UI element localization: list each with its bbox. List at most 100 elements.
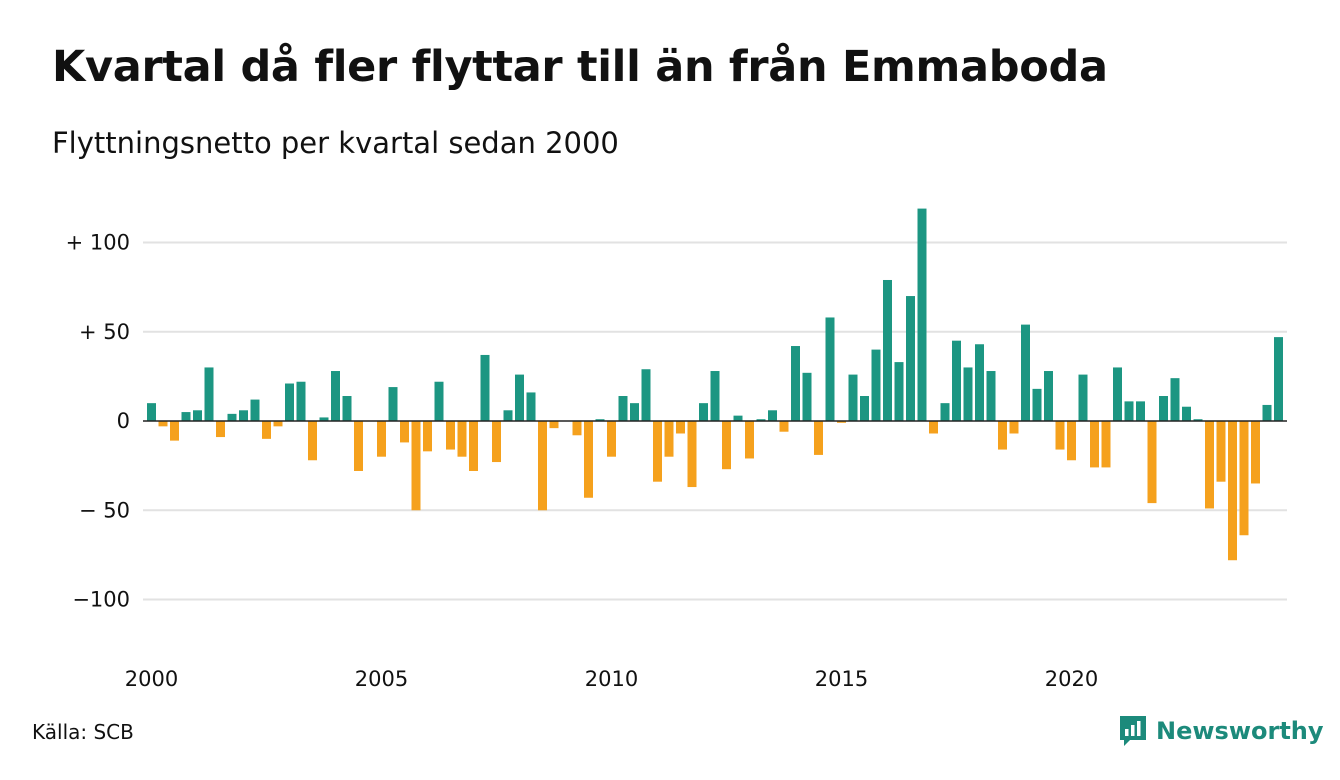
bar: 2008 K3: -50: [538, 421, 547, 511]
bar: 2017 K1: -7: [929, 421, 938, 434]
x-tick-label: 2010: [585, 667, 638, 691]
bar: 2002 K4: -3: [273, 421, 283, 427]
bar: 2023 K2: -34: [1216, 421, 1226, 482]
bar: 2010 K1: -20: [607, 421, 616, 457]
bar: 2003 K3: -22: [308, 421, 317, 461]
bar-chart: 2000 K1: 102000 K2: -32000 K3: -112000 K…: [66, 208, 1287, 691]
bar: 2005 K1: -20: [377, 421, 386, 457]
bar: 2007 K3: -23: [492, 421, 501, 463]
bar: 2022 K3: 8: [1182, 406, 1191, 421]
brand-logo[interactable]: Newsworthy: [1118, 714, 1324, 748]
gridlines: [143, 241, 1287, 601]
chart-bubble-icon: [1120, 716, 1146, 746]
bar: 2016 K2: 33: [894, 362, 904, 421]
x-tick-label: 2000: [125, 667, 178, 691]
bar: 2005 K2: 19: [388, 387, 398, 421]
x-tick-label: 2005: [355, 667, 408, 691]
bar: 2021 K3: 11: [1136, 401, 1145, 421]
bar: 2005 K4: -50: [411, 421, 421, 511]
chart-subtitle: Flyttningsnetto per kvartal sedan 2000: [52, 126, 619, 160]
bar: 2003 K4: 2: [319, 417, 329, 421]
bar: 2008 K1: 26: [515, 374, 524, 421]
bar: 2001 K4: 4: [227, 413, 237, 421]
bar: 2019 K2: 18: [1032, 388, 1042, 421]
chart-title: Kvartal då fler flyttar till än från Emm…: [52, 42, 1108, 92]
bar: 2014 K2: 27: [802, 372, 812, 422]
axes: + 100 + 50 0 − 50 −100 2000 2005 2010 2015 2020: [66, 231, 1287, 691]
bar: 2009 K4: 1: [595, 419, 605, 421]
y-tick-label: + 50: [79, 320, 130, 344]
bar: 2006 K4: -20: [457, 421, 467, 457]
bar: 2020 K1: -22: [1067, 421, 1076, 461]
bar: 2001 K2: 30: [204, 367, 214, 421]
bar: 2017 K2: 10: [940, 403, 950, 421]
bar: 2003 K2: 22: [296, 381, 306, 421]
bar: 2011 K4: -37: [687, 421, 697, 488]
bar: 2006 K3: -16: [446, 421, 455, 450]
bar: 2013 K3: 6: [768, 410, 777, 421]
bar: 2002 K1: 6: [239, 410, 248, 421]
bar: 2018 K2: 28: [986, 371, 996, 421]
y-tick-label: − 50: [79, 498, 130, 522]
bars: 2000 K1: 102000 K2: -32000 K3: -112000 K…: [147, 208, 1283, 561]
bar: 2015 K1: -1: [837, 421, 846, 423]
bar: 2004 K1: 28: [331, 371, 340, 421]
bar: 2009 K3: -43: [584, 421, 593, 498]
bar: 2020 K3: -26: [1090, 421, 1099, 468]
bar: 2010 K2: 14: [618, 396, 628, 421]
bar: 2001 K3: -9: [216, 421, 225, 438]
bar: 2021 K4: -46: [1147, 421, 1157, 504]
bar: 2005 K3: -12: [400, 421, 409, 443]
bar: 2013 K4: -6: [779, 421, 789, 432]
bar: 2004 K2: 14: [342, 396, 352, 421]
bar: 2006 K2: 22: [434, 381, 444, 421]
bar: 2018 K4: -7: [1009, 421, 1019, 434]
bar: 2003 K1: 21: [285, 383, 294, 421]
bar: 2022 K4: 1: [1193, 419, 1203, 421]
bar: 2019 K1: 54: [1021, 324, 1030, 421]
x-tick-label: 2015: [815, 667, 868, 691]
bar: 2002 K2: 12: [250, 399, 260, 421]
bar: 2016 K1: 79: [883, 279, 892, 421]
bar: 2015 K2: 26: [848, 374, 858, 421]
bar: 2012 K1: 10: [699, 403, 708, 421]
x-tick-label: 2020: [1045, 667, 1098, 691]
bar: 2014 K4: 58: [825, 317, 835, 421]
bar: 2016 K4: 119: [917, 208, 927, 421]
y-tick-label: 0: [117, 409, 130, 433]
bar: 2004 K3: -28: [354, 421, 363, 471]
bar: 2017 K3: 45: [952, 340, 961, 422]
bar: 2017 K4: 30: [963, 367, 973, 421]
bar: 2020 K2: 26: [1078, 374, 1088, 421]
bar: 2015 K3: 14: [860, 396, 869, 421]
bar: 2024 K1: -35: [1251, 421, 1260, 484]
bar: 2011 K1: -34: [653, 421, 662, 482]
bar: 2011 K3: -7: [676, 421, 685, 434]
bar: 2000 K1: 10: [147, 403, 156, 421]
bar: 2006 K1: -17: [423, 421, 432, 452]
bar: 2002 K3: -10: [262, 421, 271, 439]
bar: 2010 K4: 29: [641, 369, 651, 422]
source-note: Källa: SCB: [32, 720, 134, 744]
bar: 2015 K4: 40: [871, 349, 881, 421]
bar: 2016 K3: 70: [906, 296, 915, 421]
bar: 2000 K2: -3: [158, 421, 168, 427]
bar: 2024 K3: 47: [1274, 337, 1283, 421]
bar: 2020 K4: -26: [1101, 421, 1111, 468]
bar: 2018 K3: -16: [998, 421, 1007, 450]
bar: 2007 K4: 6: [503, 410, 513, 421]
bar: 2019 K4: -16: [1055, 421, 1065, 450]
bar: 2008 K4: -4: [549, 421, 559, 429]
bar: 2011 K2: -20: [664, 421, 674, 457]
bar: 2022 K1: 14: [1159, 396, 1168, 421]
bar: 2012 K2: 28: [710, 371, 720, 421]
bar: 2024 K2: 9: [1262, 404, 1272, 421]
bar: 2023 K3: -78: [1228, 421, 1237, 561]
bar: 2019 K3: 28: [1044, 371, 1053, 421]
bar: 2009 K2: -8: [572, 421, 582, 436]
bar: 2014 K3: -19: [814, 421, 823, 455]
bar: 2023 K4: -64: [1239, 421, 1249, 536]
y-tick-label: + 100: [66, 231, 130, 255]
bar: 2023 K1: -49: [1205, 421, 1214, 509]
bar: 2007 K2: 37: [480, 354, 490, 421]
